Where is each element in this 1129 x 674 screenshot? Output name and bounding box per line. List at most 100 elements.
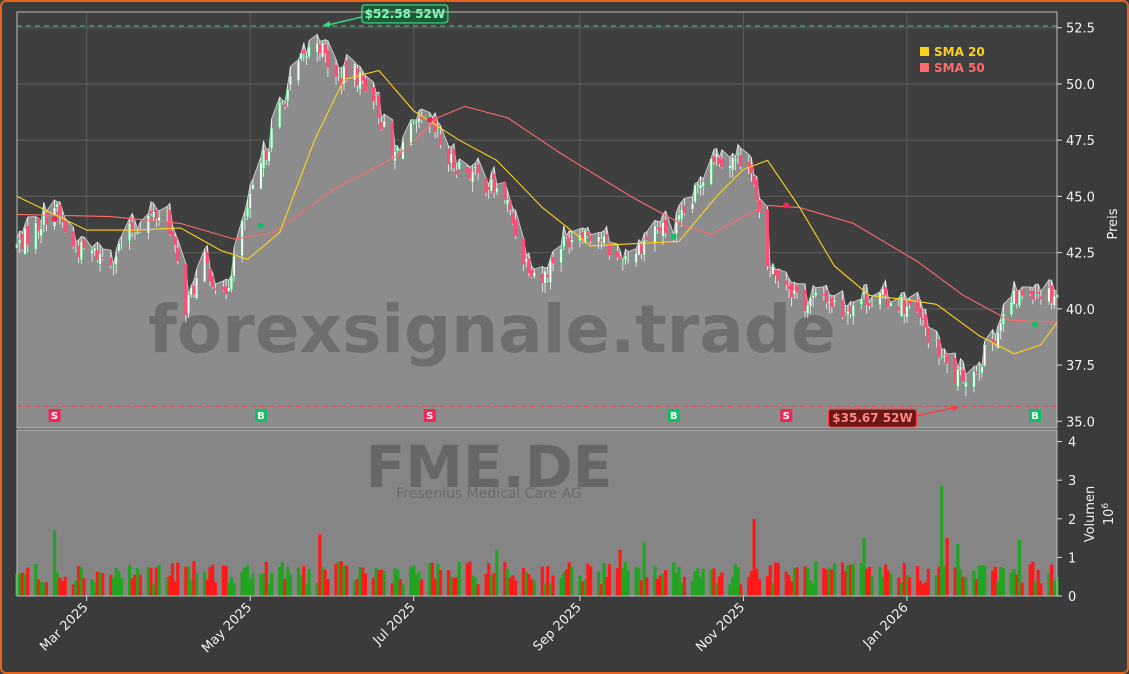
price-y-axis: 35.0 37.5 40.0 42.5 45.0 47.5 50.0 52.5 (1057, 22, 1095, 430)
candle-body (881, 288, 885, 296)
candle-body (1012, 289, 1016, 305)
52w-low-box (827, 408, 918, 428)
candle-body (229, 276, 233, 290)
candle-body (634, 253, 638, 263)
candle-body (570, 239, 574, 243)
candle-body (170, 230, 174, 238)
volume-bar (345, 565, 349, 596)
volume-bar (101, 573, 105, 596)
volume-bar (82, 578, 86, 596)
candle-body (883, 287, 887, 295)
volume-bar (71, 584, 75, 596)
candle-body (546, 274, 550, 278)
signal-badge-S (423, 409, 436, 422)
volume-bar (637, 567, 641, 596)
volume-bar (907, 577, 912, 596)
volume-bar (771, 582, 775, 596)
candle-body (58, 204, 62, 217)
candle-body (361, 75, 365, 81)
candle-body (567, 237, 571, 248)
52w-high-label: $52.58 52W (365, 7, 445, 21)
volume-bar (505, 569, 510, 596)
volume-bar (843, 571, 847, 596)
candle-body (522, 238, 526, 265)
candle-body (637, 243, 641, 256)
candle-body (304, 55, 308, 59)
volume-bar (119, 577, 124, 596)
volume-bar (980, 565, 984, 596)
volume-bar (599, 583, 603, 596)
volume-bar (420, 579, 424, 596)
candle-body (961, 369, 965, 382)
candle-body (1017, 290, 1021, 306)
volume-bar (353, 580, 357, 596)
legend-label: SMA 20 (934, 45, 985, 59)
52w-low-label: $35.67 52W (832, 411, 912, 425)
watermark: forexsignale.trade (148, 291, 836, 368)
sma20-line (16, 69, 1058, 355)
candle-body (189, 287, 193, 296)
volume-bar (645, 577, 649, 596)
candle-body (326, 50, 330, 68)
candle-body (551, 256, 555, 264)
candle-body (484, 177, 488, 193)
signal-marker-B (257, 222, 264, 229)
volume-bar (390, 583, 394, 596)
volume-bar (457, 561, 461, 596)
candle-body (26, 225, 30, 245)
volume-panel-border (16, 429, 1058, 597)
volume-bar (811, 583, 815, 596)
volume-axis-unit: 106 (1101, 503, 1117, 526)
volume-bar (1033, 581, 1038, 596)
volume-bar (34, 563, 38, 596)
volume-bar (784, 571, 788, 596)
candle-body (1050, 285, 1054, 303)
candle-body (506, 199, 510, 205)
volume-bar (602, 562, 606, 596)
volume-bar (468, 561, 472, 596)
candle-body (583, 230, 587, 244)
candle-body (921, 318, 925, 320)
volume-bar (58, 577, 62, 596)
candle-body (808, 297, 812, 307)
volume-bar (698, 577, 703, 596)
volume-bar (1031, 561, 1035, 596)
signal-marker-S (783, 202, 790, 209)
signal-badge-B (1029, 409, 1041, 422)
candle-body (527, 258, 531, 274)
candle-body (824, 290, 828, 304)
volume-bar (832, 563, 837, 596)
candle-body (396, 146, 400, 152)
volume-bar (902, 562, 906, 596)
volume-bar (830, 569, 834, 596)
candle-body (605, 234, 609, 239)
volume-bar (339, 561, 343, 596)
candle-body (827, 301, 831, 304)
candle-body (436, 130, 440, 132)
volume-bar (924, 582, 928, 596)
volume-bar (883, 564, 888, 596)
volume-bar (379, 569, 384, 596)
candle-body (18, 239, 22, 244)
candle-body (720, 158, 724, 168)
volume-bar (361, 567, 365, 596)
volume-bar (26, 567, 30, 596)
volume-bar (905, 575, 909, 596)
volume-bar (709, 569, 713, 596)
volume-bar (586, 563, 590, 596)
volume-bar (521, 568, 526, 596)
candle-body (23, 227, 27, 255)
volume-bar (176, 562, 180, 596)
candle-body (814, 292, 818, 296)
volume-bar (261, 573, 266, 596)
candle-body (262, 149, 266, 169)
price-panel-border (16, 11, 1058, 429)
candle-body (755, 179, 759, 201)
candle-body (564, 235, 568, 238)
volume-bar (639, 580, 644, 596)
volume-bar (773, 562, 778, 596)
candle-body (414, 121, 418, 124)
volume-bar (1052, 580, 1056, 596)
candle-body (318, 44, 322, 54)
